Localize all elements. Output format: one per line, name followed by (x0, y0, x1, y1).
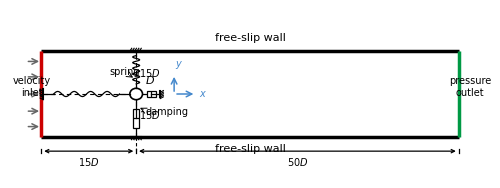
Text: velocity
inlet: velocity inlet (13, 76, 51, 98)
Text: pressure
outlet: pressure outlet (449, 76, 491, 98)
Bar (134, 109, 139, 128)
Bar (147, 91, 156, 97)
Text: $15D$: $15D$ (138, 109, 160, 121)
Circle shape (130, 88, 142, 100)
Text: $x$: $x$ (200, 89, 207, 99)
Text: free-slip wall: free-slip wall (214, 144, 286, 154)
Text: spring: spring (110, 67, 140, 77)
Text: $50D$: $50D$ (286, 156, 308, 168)
Text: $D$: $D$ (144, 74, 154, 86)
Text: free-slip wall: free-slip wall (214, 33, 286, 42)
Text: $y$: $y$ (176, 59, 184, 71)
Text: damping: damping (146, 107, 188, 117)
Text: $15D$: $15D$ (138, 67, 160, 79)
Text: $15D$: $15D$ (78, 156, 100, 168)
Bar (42, 51, 459, 137)
